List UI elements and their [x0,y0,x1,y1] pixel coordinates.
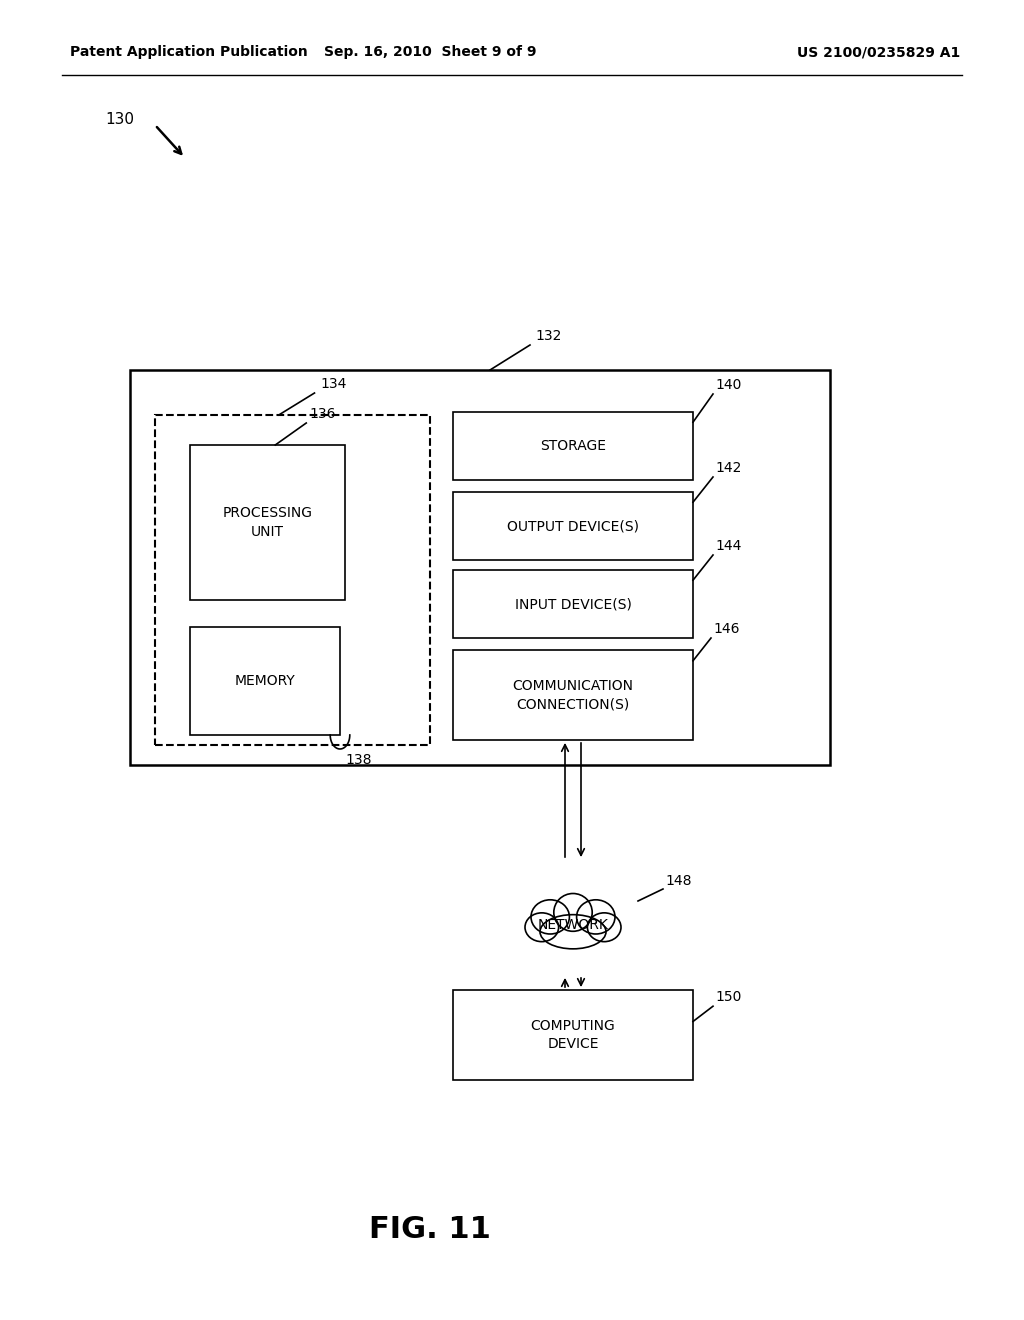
Text: MEMORY: MEMORY [234,675,295,688]
Text: 142: 142 [715,461,741,475]
Text: COMPUTING
DEVICE: COMPUTING DEVICE [530,1019,615,1051]
Ellipse shape [588,913,621,941]
Bar [453,492,693,560]
Bar [190,445,345,601]
Bar [130,370,830,766]
Text: STORAGE: STORAGE [540,440,606,453]
Text: 140: 140 [715,378,741,392]
Text: 130: 130 [105,112,134,128]
Ellipse shape [531,900,569,935]
Text: 146: 146 [713,622,739,636]
Bar [453,570,693,638]
Text: FIG. 11: FIG. 11 [369,1216,490,1245]
Bar [155,414,430,744]
Text: OUTPUT DEVICE(S): OUTPUT DEVICE(S) [507,519,639,533]
Bar [453,990,693,1080]
Bar [453,649,693,741]
Text: 132: 132 [535,329,561,343]
Text: NETWORK: NETWORK [538,917,608,932]
Bar [453,412,693,480]
Text: 138: 138 [345,752,372,767]
Text: 136: 136 [309,407,336,421]
Text: Patent Application Publication: Patent Application Publication [70,45,308,59]
Text: 144: 144 [715,539,741,553]
Text: US 2100/0235829 A1: US 2100/0235829 A1 [797,45,961,59]
Text: 134: 134 [319,378,346,391]
Ellipse shape [577,900,615,935]
Text: 148: 148 [665,874,691,888]
Text: COMMUNICATION
CONNECTION(S): COMMUNICATION CONNECTION(S) [512,678,634,711]
Ellipse shape [525,913,559,941]
Ellipse shape [554,894,592,932]
Text: 150: 150 [715,990,741,1005]
Text: Sep. 16, 2010  Sheet 9 of 9: Sep. 16, 2010 Sheet 9 of 9 [324,45,537,59]
Bar [190,627,340,735]
Text: INPUT DEVICE(S): INPUT DEVICE(S) [515,597,632,611]
Text: PROCESSING
UNIT: PROCESSING UNIT [222,507,312,539]
Ellipse shape [540,915,606,949]
